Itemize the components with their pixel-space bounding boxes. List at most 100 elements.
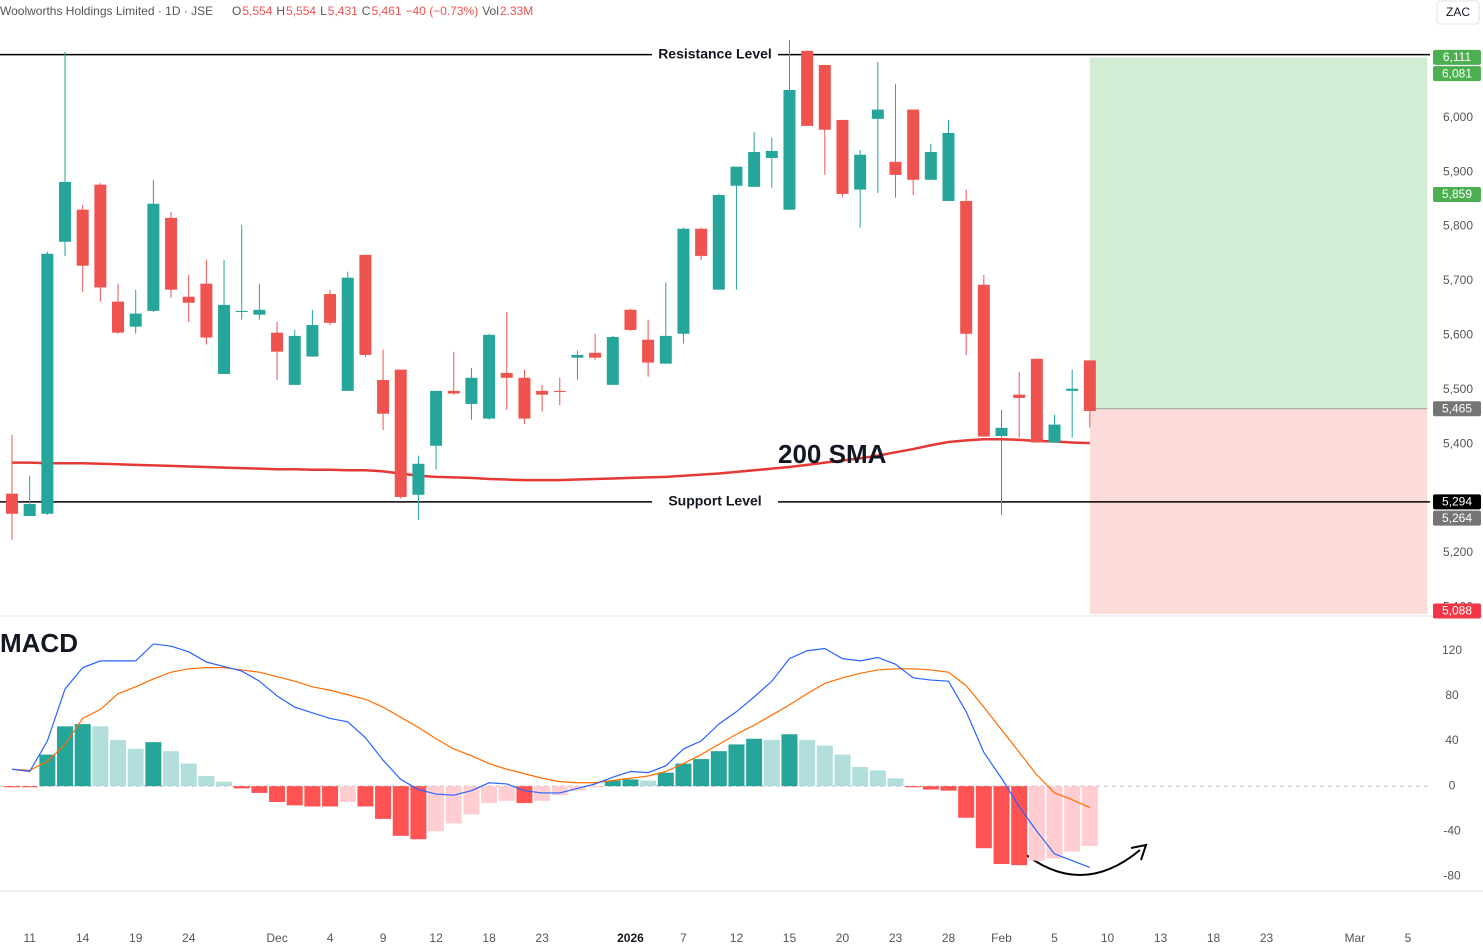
price-label-box xyxy=(1433,510,1481,526)
histogram-bar xyxy=(145,742,162,787)
time-tick-label: Mar xyxy=(1345,931,1366,945)
price-tick-label: 5,700 xyxy=(1443,273,1473,287)
time-tick-label: 11 xyxy=(23,931,36,945)
candle-body xyxy=(200,283,213,338)
candle-body xyxy=(1030,358,1043,443)
time-tick-label: 28 xyxy=(942,931,956,945)
histogram-bar xyxy=(428,786,445,832)
candle-body xyxy=(871,109,884,119)
candle-body xyxy=(341,277,354,391)
candle-body xyxy=(94,184,107,288)
price-tick-label: 5,500 xyxy=(1443,382,1473,396)
candle-body xyxy=(324,294,337,323)
candle-body xyxy=(165,217,178,290)
candle-body xyxy=(977,284,990,437)
currency-label[interactable]: ZAC xyxy=(1446,5,1470,19)
candle-body xyxy=(659,335,672,364)
candle-body xyxy=(500,372,513,378)
time-tick-label: 18 xyxy=(1207,931,1221,945)
price-label-box xyxy=(1433,49,1481,65)
candle-body xyxy=(112,301,125,333)
price-label: 5,294 xyxy=(1442,495,1472,509)
candle-body xyxy=(624,309,637,330)
time-tick-label: 19 xyxy=(129,931,143,945)
candle-body xyxy=(1048,424,1061,443)
price-tick-label: 5,200 xyxy=(1443,545,1473,559)
histogram-bar xyxy=(604,780,621,787)
candle-body xyxy=(553,390,566,392)
candle-body xyxy=(818,64,831,130)
candle-body xyxy=(783,90,796,210)
price-tick-label: 6,000 xyxy=(1443,110,1473,124)
candle-body xyxy=(253,309,266,315)
candle-body xyxy=(960,200,973,334)
candle-body xyxy=(765,150,778,159)
candle-body xyxy=(642,339,655,363)
histogram-bar xyxy=(251,786,268,793)
header-ohlc: O5,554 H5,554 L5,431 C5,461 −40 (−0.73%) Vol2… xyxy=(232,4,533,18)
candle-body xyxy=(695,228,708,256)
time-tick-label: 13 xyxy=(1154,931,1168,945)
volume-key: Vol xyxy=(482,4,499,18)
macd-tick-label: 0 xyxy=(1449,778,1456,792)
sma-label: 200 SMA xyxy=(778,439,887,469)
histogram-bar xyxy=(869,770,886,787)
level-label: Support Level xyxy=(668,493,761,509)
candle-body xyxy=(271,332,284,352)
candle-body xyxy=(377,379,390,414)
histogram-bar xyxy=(286,786,303,806)
histogram-bar xyxy=(887,778,904,787)
candle-body xyxy=(606,336,619,385)
histogram-bar xyxy=(357,786,374,807)
histogram-bar xyxy=(21,786,38,788)
histogram-bar xyxy=(622,779,639,787)
candle-body xyxy=(836,119,849,194)
candle-body xyxy=(907,109,920,180)
time-tick-label: 23 xyxy=(1260,931,1274,945)
candle-body xyxy=(23,504,36,516)
candle-body xyxy=(730,166,743,186)
currency-button[interactable] xyxy=(1436,0,1480,25)
macd-title: MACD xyxy=(0,628,78,658)
histogram-bar xyxy=(516,786,533,804)
histogram-bar xyxy=(834,754,851,787)
histogram-bar xyxy=(675,763,692,787)
histogram-bar xyxy=(728,744,745,787)
candle-body xyxy=(995,427,1008,437)
price-label: 5,465 xyxy=(1442,401,1472,415)
candle-body xyxy=(182,296,195,303)
histogram-bar xyxy=(269,786,286,802)
level-label-bg xyxy=(652,492,778,511)
candle-body xyxy=(447,390,460,394)
histogram-bar xyxy=(198,776,215,787)
time-tick-label: 5 xyxy=(1051,931,1058,945)
sma-line xyxy=(12,438,1090,482)
candle-body xyxy=(1083,360,1096,411)
candle-body xyxy=(288,335,301,385)
volume-value: 2.33M xyxy=(500,4,533,18)
ohlc-value: 5,554 xyxy=(242,4,272,18)
histogram-bar xyxy=(551,786,568,796)
candle-body xyxy=(235,310,248,312)
histogram-bar xyxy=(799,739,816,787)
histogram-bar xyxy=(640,780,657,787)
candle-body xyxy=(147,203,160,311)
histogram-bar xyxy=(392,786,409,836)
macd-line xyxy=(11,643,1091,868)
histogram-bar xyxy=(39,754,56,787)
time-tick-label: 10 xyxy=(1101,931,1115,945)
histogram-bar xyxy=(339,786,356,802)
histogram-bar xyxy=(127,748,144,787)
loss-zone xyxy=(1089,408,1428,614)
candle-body xyxy=(129,313,142,327)
candle-body xyxy=(6,493,19,514)
histogram-bar xyxy=(4,786,21,788)
histogram-bar xyxy=(110,739,127,787)
histogram-bar xyxy=(922,786,939,790)
price-label-box xyxy=(1433,186,1481,202)
ohlc-key: L xyxy=(320,4,327,18)
level-label: Resistance Level xyxy=(658,45,772,61)
candle-body xyxy=(571,354,584,358)
price-label: 6,111 xyxy=(1443,50,1472,64)
time-tick-label: Feb xyxy=(991,931,1012,945)
